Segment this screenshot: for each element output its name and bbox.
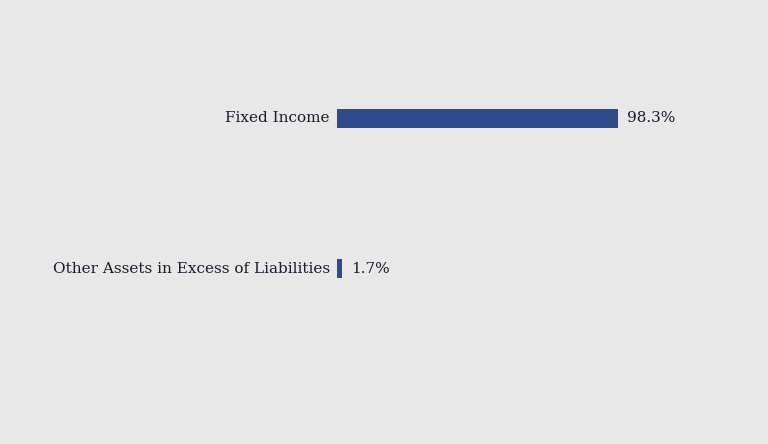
- Text: Fixed Income: Fixed Income: [226, 111, 330, 125]
- Text: 1.7%: 1.7%: [351, 262, 389, 276]
- Bar: [337, 259, 342, 278]
- Bar: [337, 109, 618, 127]
- Text: Other Assets in Excess of Liabilities: Other Assets in Excess of Liabilities: [53, 262, 330, 276]
- Text: 98.3%: 98.3%: [627, 111, 675, 125]
